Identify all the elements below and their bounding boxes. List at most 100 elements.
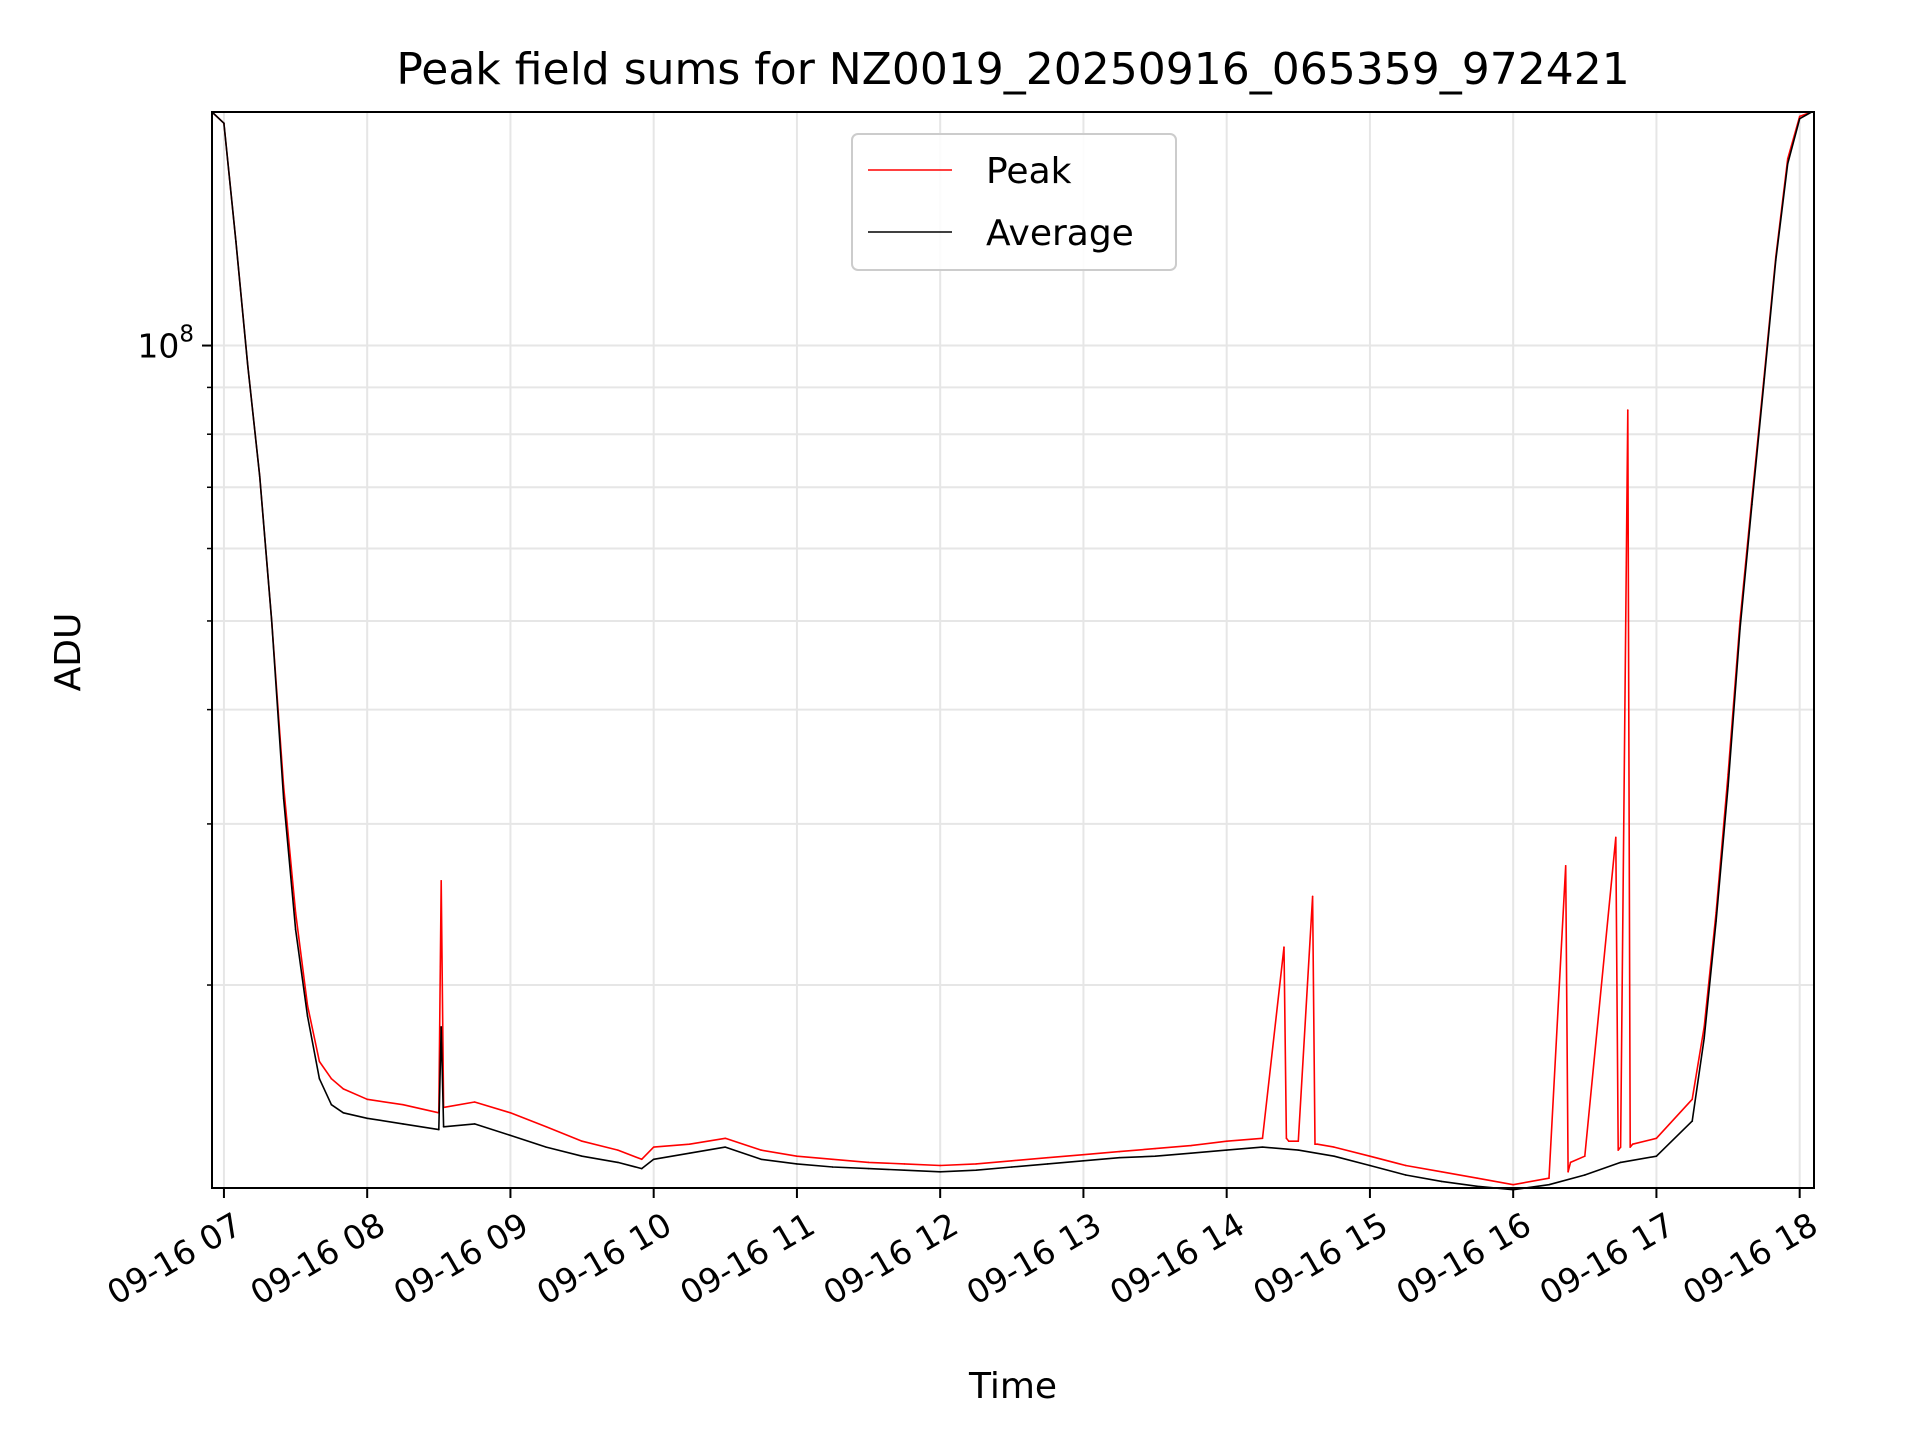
chart-title: Peak field sums for NZ0019_20250916_0653… — [396, 44, 1629, 95]
y-axis-label: ADU — [48, 613, 89, 692]
peak-point — [1046, 1156, 1049, 1159]
average-point — [688, 1152, 691, 1154]
peak-point — [1629, 1146, 1631, 1148]
peak-point — [1512, 1183, 1514, 1186]
peak-point — [318, 1060, 321, 1063]
peak-point — [939, 1164, 941, 1167]
peak-point — [1311, 895, 1314, 898]
peak-point — [1082, 1153, 1085, 1156]
peak-point — [1283, 946, 1285, 948]
peak-point — [1287, 1140, 1290, 1143]
average-point — [1584, 1174, 1586, 1176]
average-point — [509, 1134, 512, 1137]
average-point — [235, 240, 237, 243]
average-point — [1727, 785, 1729, 787]
series-lines — [211, 111, 1813, 1191]
peak-point — [724, 1137, 727, 1140]
peak-point — [1118, 1150, 1121, 1153]
average-point — [223, 122, 225, 124]
average-point — [1225, 1149, 1228, 1151]
peak-point — [1626, 409, 1629, 411]
y-axis: 108 — [137, 322, 212, 986]
legend-box — [851, 133, 1177, 271]
peak-point — [1798, 115, 1801, 118]
average-point — [438, 1128, 440, 1131]
average-point — [1404, 1174, 1407, 1176]
average-point — [1440, 1180, 1443, 1183]
average-point — [1369, 1164, 1371, 1167]
average-point — [1655, 1155, 1658, 1157]
peak-point — [1333, 1146, 1335, 1148]
average-point — [1548, 1183, 1550, 1186]
average-point — [1739, 628, 1741, 630]
average-point — [1046, 1163, 1049, 1165]
peak-point — [1314, 1143, 1316, 1145]
y-tick-label-exponent: 8 — [179, 322, 194, 348]
average-point — [282, 797, 285, 800]
peak-point — [1564, 864, 1567, 867]
peak-point — [581, 1140, 583, 1143]
peak-point — [1548, 1177, 1550, 1179]
peak-point — [342, 1088, 345, 1090]
peak-point — [1617, 1149, 1620, 1151]
average-point — [306, 1015, 309, 1017]
peak-point — [1316, 1143, 1319, 1145]
average-point — [1715, 920, 1717, 922]
average-point — [903, 1169, 906, 1171]
peak-point — [1225, 1140, 1228, 1143]
average-point — [258, 475, 261, 477]
peak-point — [366, 1098, 368, 1101]
average-point — [1476, 1185, 1479, 1188]
average-point — [318, 1077, 321, 1080]
average-point — [1011, 1166, 1013, 1168]
peak-point — [1440, 1170, 1443, 1173]
peak-point — [1154, 1147, 1156, 1150]
average-point — [617, 1161, 619, 1164]
peak-point — [652, 1146, 655, 1148]
legend-peak-label: Peak — [986, 151, 1072, 192]
peak-point — [688, 1143, 691, 1145]
peak-point — [294, 911, 297, 914]
average-point — [330, 1103, 333, 1106]
average-point — [342, 1112, 345, 1114]
peak-point — [760, 1149, 762, 1151]
average-point — [1082, 1160, 1085, 1162]
peak-point — [1615, 836, 1617, 839]
peak-point — [1261, 1137, 1264, 1140]
peak-point — [796, 1155, 798, 1157]
peak-point — [440, 879, 442, 882]
average-point — [1703, 1037, 1705, 1039]
average-point — [442, 1125, 445, 1128]
peak-point — [509, 1112, 512, 1114]
legend-average-label: Average — [986, 213, 1134, 254]
average-point — [1798, 117, 1801, 120]
peak-point — [903, 1163, 906, 1165]
average-point — [1190, 1152, 1192, 1154]
average-point — [831, 1166, 834, 1168]
average-point — [1333, 1155, 1335, 1157]
peak-point — [545, 1125, 548, 1128]
average-point — [640, 1167, 643, 1170]
peak-point — [330, 1077, 333, 1080]
average-point — [867, 1167, 870, 1170]
peak-point — [975, 1163, 977, 1165]
y-tick-label-base: 10 — [137, 327, 179, 366]
grid — [212, 112, 1814, 1188]
average-point — [270, 620, 273, 622]
peak-point — [1691, 1098, 1694, 1101]
y-tick-label: 108 — [137, 322, 194, 366]
peak-point — [1369, 1155, 1371, 1157]
peak-point — [1619, 1146, 1622, 1148]
average-point — [652, 1158, 655, 1161]
average-point — [1786, 162, 1789, 165]
peak-point — [1476, 1177, 1479, 1179]
average-point — [545, 1146, 548, 1148]
average-point — [440, 1026, 442, 1028]
average-point — [1261, 1146, 1264, 1148]
peak-point — [617, 1149, 619, 1151]
peak-point — [1190, 1144, 1192, 1147]
peak-point — [640, 1158, 643, 1161]
peak-point — [1285, 1137, 1288, 1140]
average-point — [1751, 503, 1753, 506]
